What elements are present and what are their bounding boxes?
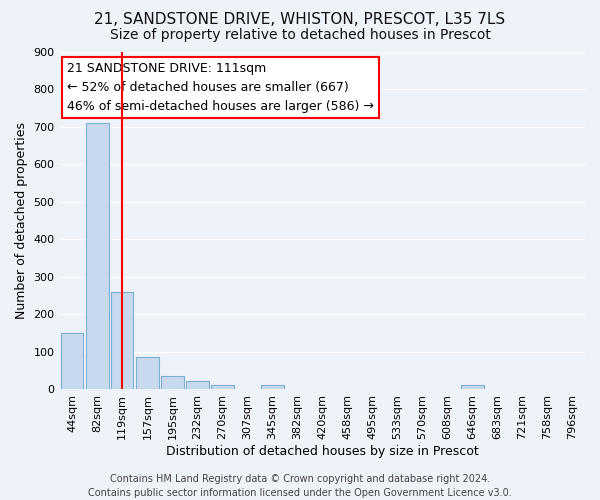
Text: 21 SANDSTONE DRIVE: 111sqm
← 52% of detached houses are smaller (667)
46% of sem: 21 SANDSTONE DRIVE: 111sqm ← 52% of deta… — [67, 62, 374, 112]
Bar — [211, 386, 234, 389]
Bar — [461, 386, 484, 389]
Text: Size of property relative to detached houses in Prescot: Size of property relative to detached ho… — [110, 28, 490, 42]
Bar — [261, 386, 284, 389]
Bar — [111, 292, 133, 389]
Bar — [186, 381, 209, 389]
X-axis label: Distribution of detached houses by size in Prescot: Distribution of detached houses by size … — [166, 444, 479, 458]
Y-axis label: Number of detached properties: Number of detached properties — [15, 122, 28, 319]
Text: Contains HM Land Registry data © Crown copyright and database right 2024.
Contai: Contains HM Land Registry data © Crown c… — [88, 474, 512, 498]
Bar — [136, 357, 158, 389]
Text: 21, SANDSTONE DRIVE, WHISTON, PRESCOT, L35 7LS: 21, SANDSTONE DRIVE, WHISTON, PRESCOT, L… — [94, 12, 506, 28]
Bar — [86, 123, 109, 389]
Bar — [61, 333, 83, 389]
Bar — [161, 376, 184, 389]
